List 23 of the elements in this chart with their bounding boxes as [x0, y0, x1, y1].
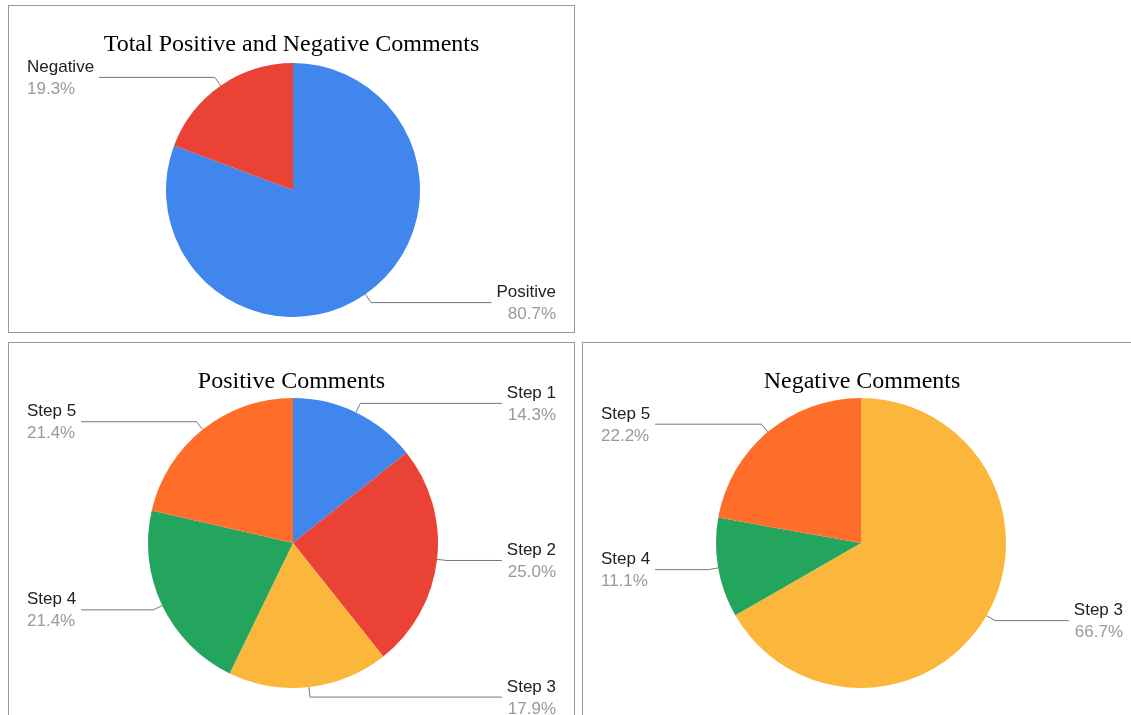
slice-label: Positive [496, 282, 556, 302]
chart-title: Positive Comments [197, 367, 386, 393]
chart-title: Negative Comments [763, 367, 961, 393]
data-label: 66.7% [1074, 622, 1123, 642]
data-label: 19.3% [27, 78, 76, 98]
data-label: 25.0% [507, 561, 556, 581]
data-label: 17.9% [507, 698, 556, 715]
data-label: 11.1% [601, 571, 648, 591]
chart-title: Total Positive and Negative Comments [103, 30, 480, 56]
slice-label: Negative [27, 56, 95, 76]
data-label: 22.2% [601, 425, 650, 445]
slice-label: Step 3 [1073, 600, 1123, 620]
slice-label: Step 5 [601, 403, 651, 423]
data-label: 80.7% [507, 304, 556, 324]
slice-label: Step 5 [27, 401, 77, 421]
slice-label: Step 4 [601, 549, 651, 569]
slice-label: Step 3 [506, 676, 556, 696]
slice-label: Step 4 [27, 589, 77, 609]
slice-label: Step 1 [506, 382, 556, 402]
data-label: 21.4% [27, 423, 76, 443]
data-label: 21.4% [27, 611, 76, 631]
slice-label: Step 2 [506, 539, 556, 559]
data-label: 14.3% [507, 404, 556, 424]
